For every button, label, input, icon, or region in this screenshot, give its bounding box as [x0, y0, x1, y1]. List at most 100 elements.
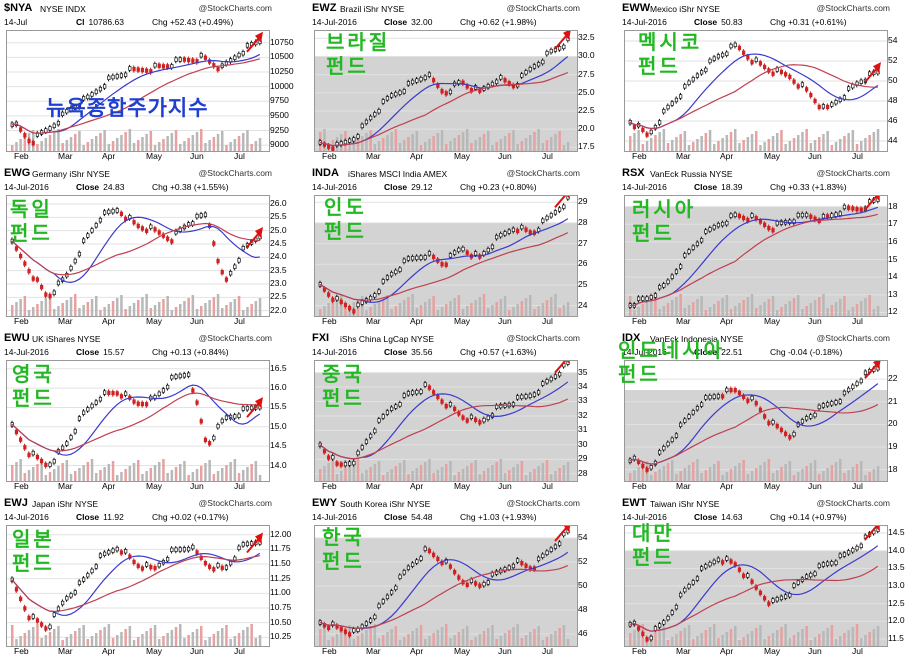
price-candle [77, 251, 82, 257]
volume-bar [124, 469, 127, 481]
change-value: Chg +0.02 (+0.17%) [152, 512, 229, 522]
price-candle [40, 284, 44, 290]
volume-bar [344, 308, 347, 316]
volume-bar [750, 471, 754, 481]
volume-bar [440, 130, 444, 151]
price-candle [821, 214, 826, 219]
volume-bar [445, 624, 448, 646]
x-tick-label: May [454, 481, 471, 491]
volume-bar [141, 634, 144, 646]
y-tick-label: 22.0 [270, 304, 287, 315]
price-candle [203, 55, 208, 60]
price-candle [712, 56, 716, 61]
volume-bar [683, 468, 687, 481]
close-value: Close 18.39 [694, 182, 742, 192]
volume-bar [233, 299, 237, 316]
price-candle [641, 463, 645, 468]
price-candle [77, 104, 82, 109]
price-candle [541, 59, 545, 65]
price-candle [212, 241, 216, 246]
price-candle [153, 63, 157, 68]
price-candle [406, 256, 411, 261]
price-candle [195, 400, 199, 405]
volume-bar [704, 133, 708, 151]
volume-bar [166, 473, 169, 481]
price-candle [385, 594, 390, 600]
volume-bar [200, 129, 203, 151]
volume-bar [69, 297, 73, 316]
volume-bar [700, 136, 703, 151]
trend-arrow-line [246, 537, 260, 554]
volume-bar [323, 466, 326, 481]
volume-bar [466, 626, 469, 646]
trend-arrow-line [554, 526, 568, 542]
price-candle [826, 561, 830, 566]
price-candle [423, 546, 427, 551]
y-tick-label: 46 [888, 115, 898, 125]
volume-bar [742, 637, 745, 646]
price-candle [398, 574, 402, 579]
price-candle [779, 220, 784, 225]
moving-average-long [629, 565, 879, 632]
price-candle [419, 77, 423, 82]
volume-bar [90, 139, 94, 151]
volume-bar [516, 464, 519, 481]
close-number: 24.83 [103, 182, 125, 192]
volume-bar [394, 626, 398, 646]
moving-average-long [629, 213, 878, 307]
x-tick-label: Apr [410, 316, 424, 326]
price-candle [558, 371, 562, 377]
volume-bar [229, 142, 232, 151]
chart-date: 14-Jul-2016 [312, 512, 357, 522]
price-candle [830, 102, 834, 107]
price-candle [440, 399, 444, 404]
price-candle [649, 465, 653, 470]
volume-bar [529, 632, 532, 646]
volume-bar [61, 303, 64, 316]
price-candle [44, 128, 48, 133]
volume-bar [436, 133, 440, 151]
y-tick-label: 11.5 [888, 632, 904, 643]
volume-bar [415, 468, 419, 481]
volume-bar [221, 628, 224, 646]
price-candle [674, 97, 679, 103]
volume-bar [864, 635, 867, 646]
price-chart-svg [315, 196, 577, 316]
y-axis: 22 21 20 19 18 [888, 360, 912, 482]
volume-bar [826, 308, 829, 316]
price-candle [195, 213, 199, 219]
price-candle [119, 211, 124, 216]
price-candle [178, 373, 182, 379]
volume-bar [675, 474, 678, 481]
volume-bar [327, 640, 330, 646]
price-candle [352, 137, 356, 142]
price-candle [419, 556, 423, 561]
y-tick-label: 10.50 [270, 616, 292, 627]
chart-header: INDA iShares MSCI India AMEX @StockCharts.… [310, 165, 610, 195]
close-label: Close [384, 512, 408, 522]
price-candle [653, 293, 658, 298]
x-tick-label: May [146, 481, 163, 491]
price-candle [461, 415, 465, 420]
chart-date: 14-Jul-2016 [4, 347, 49, 357]
price-candle [457, 247, 461, 253]
price-candle [558, 207, 562, 212]
price-candle [174, 547, 178, 552]
volume-bar [746, 634, 750, 646]
volume-bar [27, 630, 31, 646]
volume-bar [566, 639, 570, 646]
price-candle [520, 394, 524, 400]
x-tick-label: May [454, 646, 471, 656]
price-candle [708, 227, 712, 232]
price-candle [448, 564, 453, 569]
price-candle [775, 597, 779, 602]
price-candle [679, 264, 683, 269]
volume-bar [683, 628, 687, 646]
security-name: Mexico iShr NYSE [650, 4, 720, 14]
y-tick-label: 16.0 [270, 382, 287, 393]
volume-bar [170, 310, 174, 316]
volume-bar [700, 473, 703, 481]
volume-bar [512, 467, 515, 481]
x-axis: Feb Mar Apr May Jun Jul [6, 646, 268, 658]
volume-bar [474, 300, 477, 316]
